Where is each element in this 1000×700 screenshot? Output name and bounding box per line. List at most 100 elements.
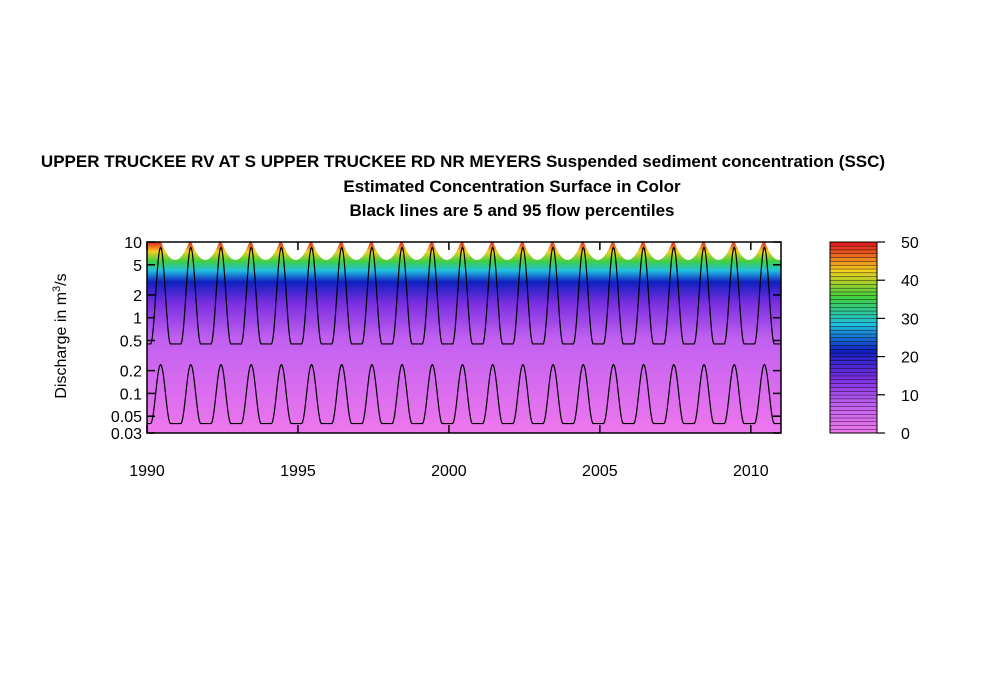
surface-gap (281, 242, 310, 260)
colorbar-band (829, 325, 878, 331)
p95-flow-line (147, 246, 781, 345)
p5-curve-segment (720, 363, 751, 425)
surface-gap (493, 242, 522, 260)
y-tick-label: 0.05 (111, 409, 142, 426)
colorbar-band (829, 249, 878, 254)
surface-gap (221, 242, 250, 260)
colorbar-band (829, 306, 878, 312)
p5-curve-segment (569, 363, 600, 425)
colorbar-band (829, 360, 878, 365)
x-tick-label: 1995 (280, 463, 316, 480)
surface-gap (161, 242, 190, 260)
colorbar-band (829, 264, 878, 270)
colorbar-band (829, 417, 878, 423)
colorbar-band (829, 390, 878, 396)
y-tick-label: 0.2 (120, 364, 142, 381)
colorbar-band (829, 341, 878, 346)
colorbar-band (829, 257, 878, 262)
p5-curve-segment (539, 363, 570, 425)
p5-curve-segment (660, 363, 691, 425)
colorbar-band (829, 333, 878, 338)
colorbar-band (829, 367, 878, 373)
y-tick-label: 5 (133, 258, 142, 275)
p5-curve-segment (358, 363, 389, 425)
colorbar: 0 10 20 30 40 50 (829, 235, 919, 443)
plot-area (146, 241, 782, 434)
colorbar-tick-label: 10 (901, 388, 919, 405)
y-tick-label: 1 (133, 311, 142, 328)
p95-curve-segment (750, 246, 781, 345)
p5-curve-segment (207, 363, 238, 425)
surface-gap (734, 242, 763, 260)
colorbar-band (829, 348, 878, 354)
colorbar-band (829, 398, 878, 403)
colorbar-band (829, 299, 878, 304)
p5-curve-segment (267, 363, 298, 425)
colorbar-band (829, 371, 878, 377)
colorbar-frame (829, 241, 878, 434)
surface-gap (523, 242, 552, 260)
surface-gap (674, 242, 703, 260)
p5-curve-segment (177, 363, 208, 425)
surface-gap (553, 242, 582, 260)
p95-curve-segment (207, 246, 238, 345)
surface-gap (251, 242, 280, 260)
surface-gap (764, 242, 781, 260)
colorbar-band (829, 295, 878, 300)
p95-curve-segment (539, 246, 570, 345)
plot-frame (146, 241, 782, 434)
p95-curve-segment (509, 246, 540, 345)
colorbar-band (829, 394, 878, 400)
colorbar-band (829, 280, 878, 285)
p95-curve-segment (267, 246, 298, 345)
p95-curve-segment (720, 246, 751, 345)
colorbar-band (829, 409, 878, 415)
colorbar-band (829, 276, 878, 281)
p95-curve-segment (388, 246, 419, 345)
p5-curve-segment (509, 363, 540, 425)
colorbar-band (829, 344, 878, 350)
x-axis: 1990 1995 2000 2005 2010 (129, 242, 769, 480)
colorbar-band (829, 322, 878, 327)
p95-curve-segment (448, 246, 480, 345)
title-line-1: UPPER TRUCKEE RV AT S UPPER TRUCKEE RD N… (41, 152, 885, 171)
p5-curve-segment (750, 363, 781, 425)
colorbar-band (829, 287, 878, 293)
surface-gap (372, 242, 401, 260)
y-tick-label: 0.1 (120, 386, 142, 403)
p95-curve-segment (297, 246, 329, 345)
x-tick-label: 2000 (431, 463, 467, 480)
p95-curve-segment (147, 246, 178, 345)
surface-gap (191, 242, 220, 260)
chart-title: UPPER TRUCKEE RV AT S UPPER TRUCKEE RD N… (41, 152, 885, 220)
surface-gap (583, 242, 612, 260)
p95-curve-segment (690, 246, 721, 345)
title-line-3: Black lines are 5 and 95 flow percentile… (349, 201, 674, 220)
colorbar-band (829, 241, 878, 247)
p5-curve-segment (690, 363, 721, 425)
p95-curve-segment (237, 246, 268, 345)
colorbar-band (829, 413, 878, 419)
y-tick-label: 0.5 (120, 333, 142, 350)
surface-gap (704, 242, 733, 260)
colorbar-band (829, 375, 878, 381)
colorbar-band (829, 337, 878, 342)
y-axis-label: Discharge in m3/s (51, 273, 70, 398)
p5-curve-segment (418, 363, 449, 425)
y-axis: 0.030.05 0.1 0.2 0.5 1 2 5 10 (111, 235, 781, 443)
x-tick-label: 2005 (582, 463, 618, 480)
surface-gap (402, 242, 431, 260)
p95-curve-segment (328, 246, 359, 345)
p5-curve-segment (388, 363, 419, 425)
colorbar-band (829, 421, 878, 426)
surface-gap (613, 242, 642, 260)
colorbar-band (829, 379, 878, 384)
colorbar-tick-label: 40 (901, 273, 919, 290)
colorbar-band (829, 356, 878, 361)
colorbar-band (829, 364, 878, 369)
p95-curve-segment (358, 246, 389, 345)
surface-gaps (161, 242, 781, 260)
p5-curve-segment (328, 363, 359, 425)
colorbar-band (829, 314, 878, 319)
